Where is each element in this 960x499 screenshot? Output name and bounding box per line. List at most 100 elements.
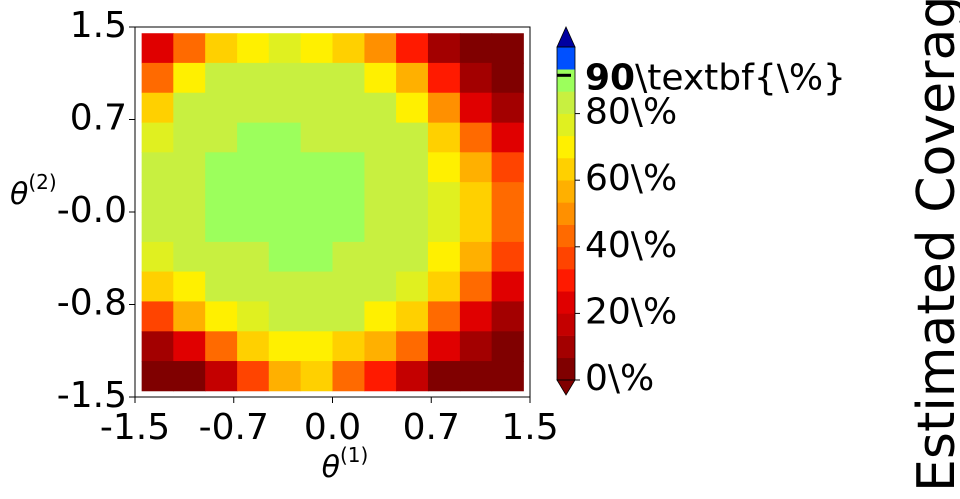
contour-cell bbox=[427, 361, 461, 392]
contour-cell bbox=[173, 241, 206, 273]
contour-cell bbox=[427, 152, 461, 183]
contour-cell bbox=[141, 331, 174, 362]
contour-cell bbox=[364, 122, 397, 153]
contour-cell bbox=[396, 152, 429, 183]
colorbar-label: Estimated Coverage bbox=[907, 0, 960, 492]
contour-cell bbox=[396, 33, 429, 64]
contour-cell bbox=[141, 361, 174, 392]
colorbar-band bbox=[557, 202, 575, 225]
contour-cell bbox=[332, 182, 365, 213]
contour-cell bbox=[205, 301, 238, 332]
y-tick-label: -0.8 bbox=[57, 283, 127, 324]
contour-cell bbox=[491, 122, 524, 153]
contour-cell bbox=[268, 182, 302, 213]
contour-cell bbox=[141, 92, 174, 124]
contour-cell bbox=[364, 271, 397, 302]
contour-cell bbox=[268, 33, 302, 64]
y-tick-label: 0.7 bbox=[70, 98, 127, 139]
y-tick-label: 1.5 bbox=[70, 5, 127, 46]
contour-cell bbox=[268, 122, 302, 153]
contour-cell bbox=[364, 92, 397, 124]
contour-cell bbox=[459, 212, 493, 243]
contour-cell bbox=[364, 241, 397, 273]
contour-cell bbox=[396, 62, 429, 94]
contour-cell bbox=[491, 212, 524, 243]
contour-cell bbox=[173, 212, 206, 243]
contour-cell bbox=[396, 212, 429, 243]
contour-cell bbox=[364, 33, 397, 64]
contour-cell bbox=[332, 33, 365, 64]
contour-cell bbox=[205, 361, 238, 392]
contour-cell bbox=[268, 331, 302, 362]
contour-cell bbox=[141, 212, 174, 243]
contour-cell bbox=[332, 301, 365, 332]
colorbar-band bbox=[557, 135, 575, 159]
contour-cell bbox=[427, 182, 461, 213]
contour-cell bbox=[173, 33, 206, 64]
contour-cell bbox=[396, 122, 429, 153]
contour-cell bbox=[491, 241, 524, 273]
contour-cell bbox=[237, 331, 270, 362]
colorbar-tick-label: 20\% bbox=[585, 291, 677, 332]
contour-cell bbox=[268, 152, 302, 183]
contour-cell bbox=[427, 301, 461, 332]
contour-cell bbox=[364, 62, 397, 94]
contour-cell bbox=[459, 92, 493, 124]
contour-cell bbox=[205, 92, 238, 124]
contour-cell bbox=[300, 152, 333, 183]
x-tick-label: 1.5 bbox=[501, 407, 558, 448]
colorbar-band bbox=[557, 291, 575, 314]
contour-cell bbox=[396, 92, 429, 124]
contour-cell bbox=[205, 33, 238, 64]
contour-cell bbox=[300, 361, 333, 392]
contour-cell bbox=[205, 271, 238, 302]
contour-cell bbox=[332, 122, 365, 153]
contour-cell bbox=[141, 62, 174, 94]
contour-cell bbox=[237, 271, 270, 302]
contour-cell bbox=[459, 152, 493, 183]
contour-cell bbox=[364, 152, 397, 183]
contour-cell bbox=[268, 62, 302, 94]
contour-cell bbox=[364, 361, 397, 392]
contour-cell bbox=[205, 152, 238, 183]
contour-cell bbox=[173, 122, 206, 153]
contour-cell bbox=[237, 33, 270, 64]
contour-cell bbox=[237, 212, 270, 243]
contour-cell bbox=[396, 271, 429, 302]
colorbar-band bbox=[557, 47, 575, 70]
contour-cell bbox=[459, 271, 493, 302]
contour-cell bbox=[396, 361, 429, 392]
contour-cell bbox=[427, 122, 461, 153]
contour-cell bbox=[141, 271, 174, 302]
contour-cell bbox=[205, 241, 238, 273]
contour-cell bbox=[459, 122, 493, 153]
contour-cell bbox=[237, 301, 270, 332]
contour-cell bbox=[237, 361, 270, 392]
contour-cell bbox=[237, 62, 270, 94]
contour-cell bbox=[491, 271, 524, 302]
contour-cell bbox=[268, 361, 302, 392]
contour-cell bbox=[268, 212, 302, 243]
target-label: 90\textbf{\%} bbox=[585, 57, 846, 98]
x-tick-label: -0.7 bbox=[199, 407, 269, 448]
contour-cell bbox=[205, 212, 238, 243]
contour-cell bbox=[364, 301, 397, 332]
contour-cell bbox=[491, 182, 524, 213]
colorbar-band bbox=[557, 113, 575, 137]
contour-cell bbox=[364, 182, 397, 213]
y-tick-label: -0.0 bbox=[57, 190, 127, 231]
contour-cell bbox=[332, 241, 365, 273]
contour-cell bbox=[332, 92, 365, 124]
contour-cell bbox=[364, 331, 397, 362]
contour-cell bbox=[300, 122, 333, 153]
contour-cell bbox=[173, 271, 206, 302]
contour-cell bbox=[427, 92, 461, 124]
contour-cell bbox=[491, 33, 524, 64]
contour-cell bbox=[491, 331, 524, 362]
contour-cell bbox=[237, 92, 270, 124]
contour-cell bbox=[141, 152, 174, 183]
contour-cell bbox=[459, 241, 493, 273]
colorbar-band bbox=[557, 91, 575, 114]
colorbar-band bbox=[557, 269, 575, 292]
